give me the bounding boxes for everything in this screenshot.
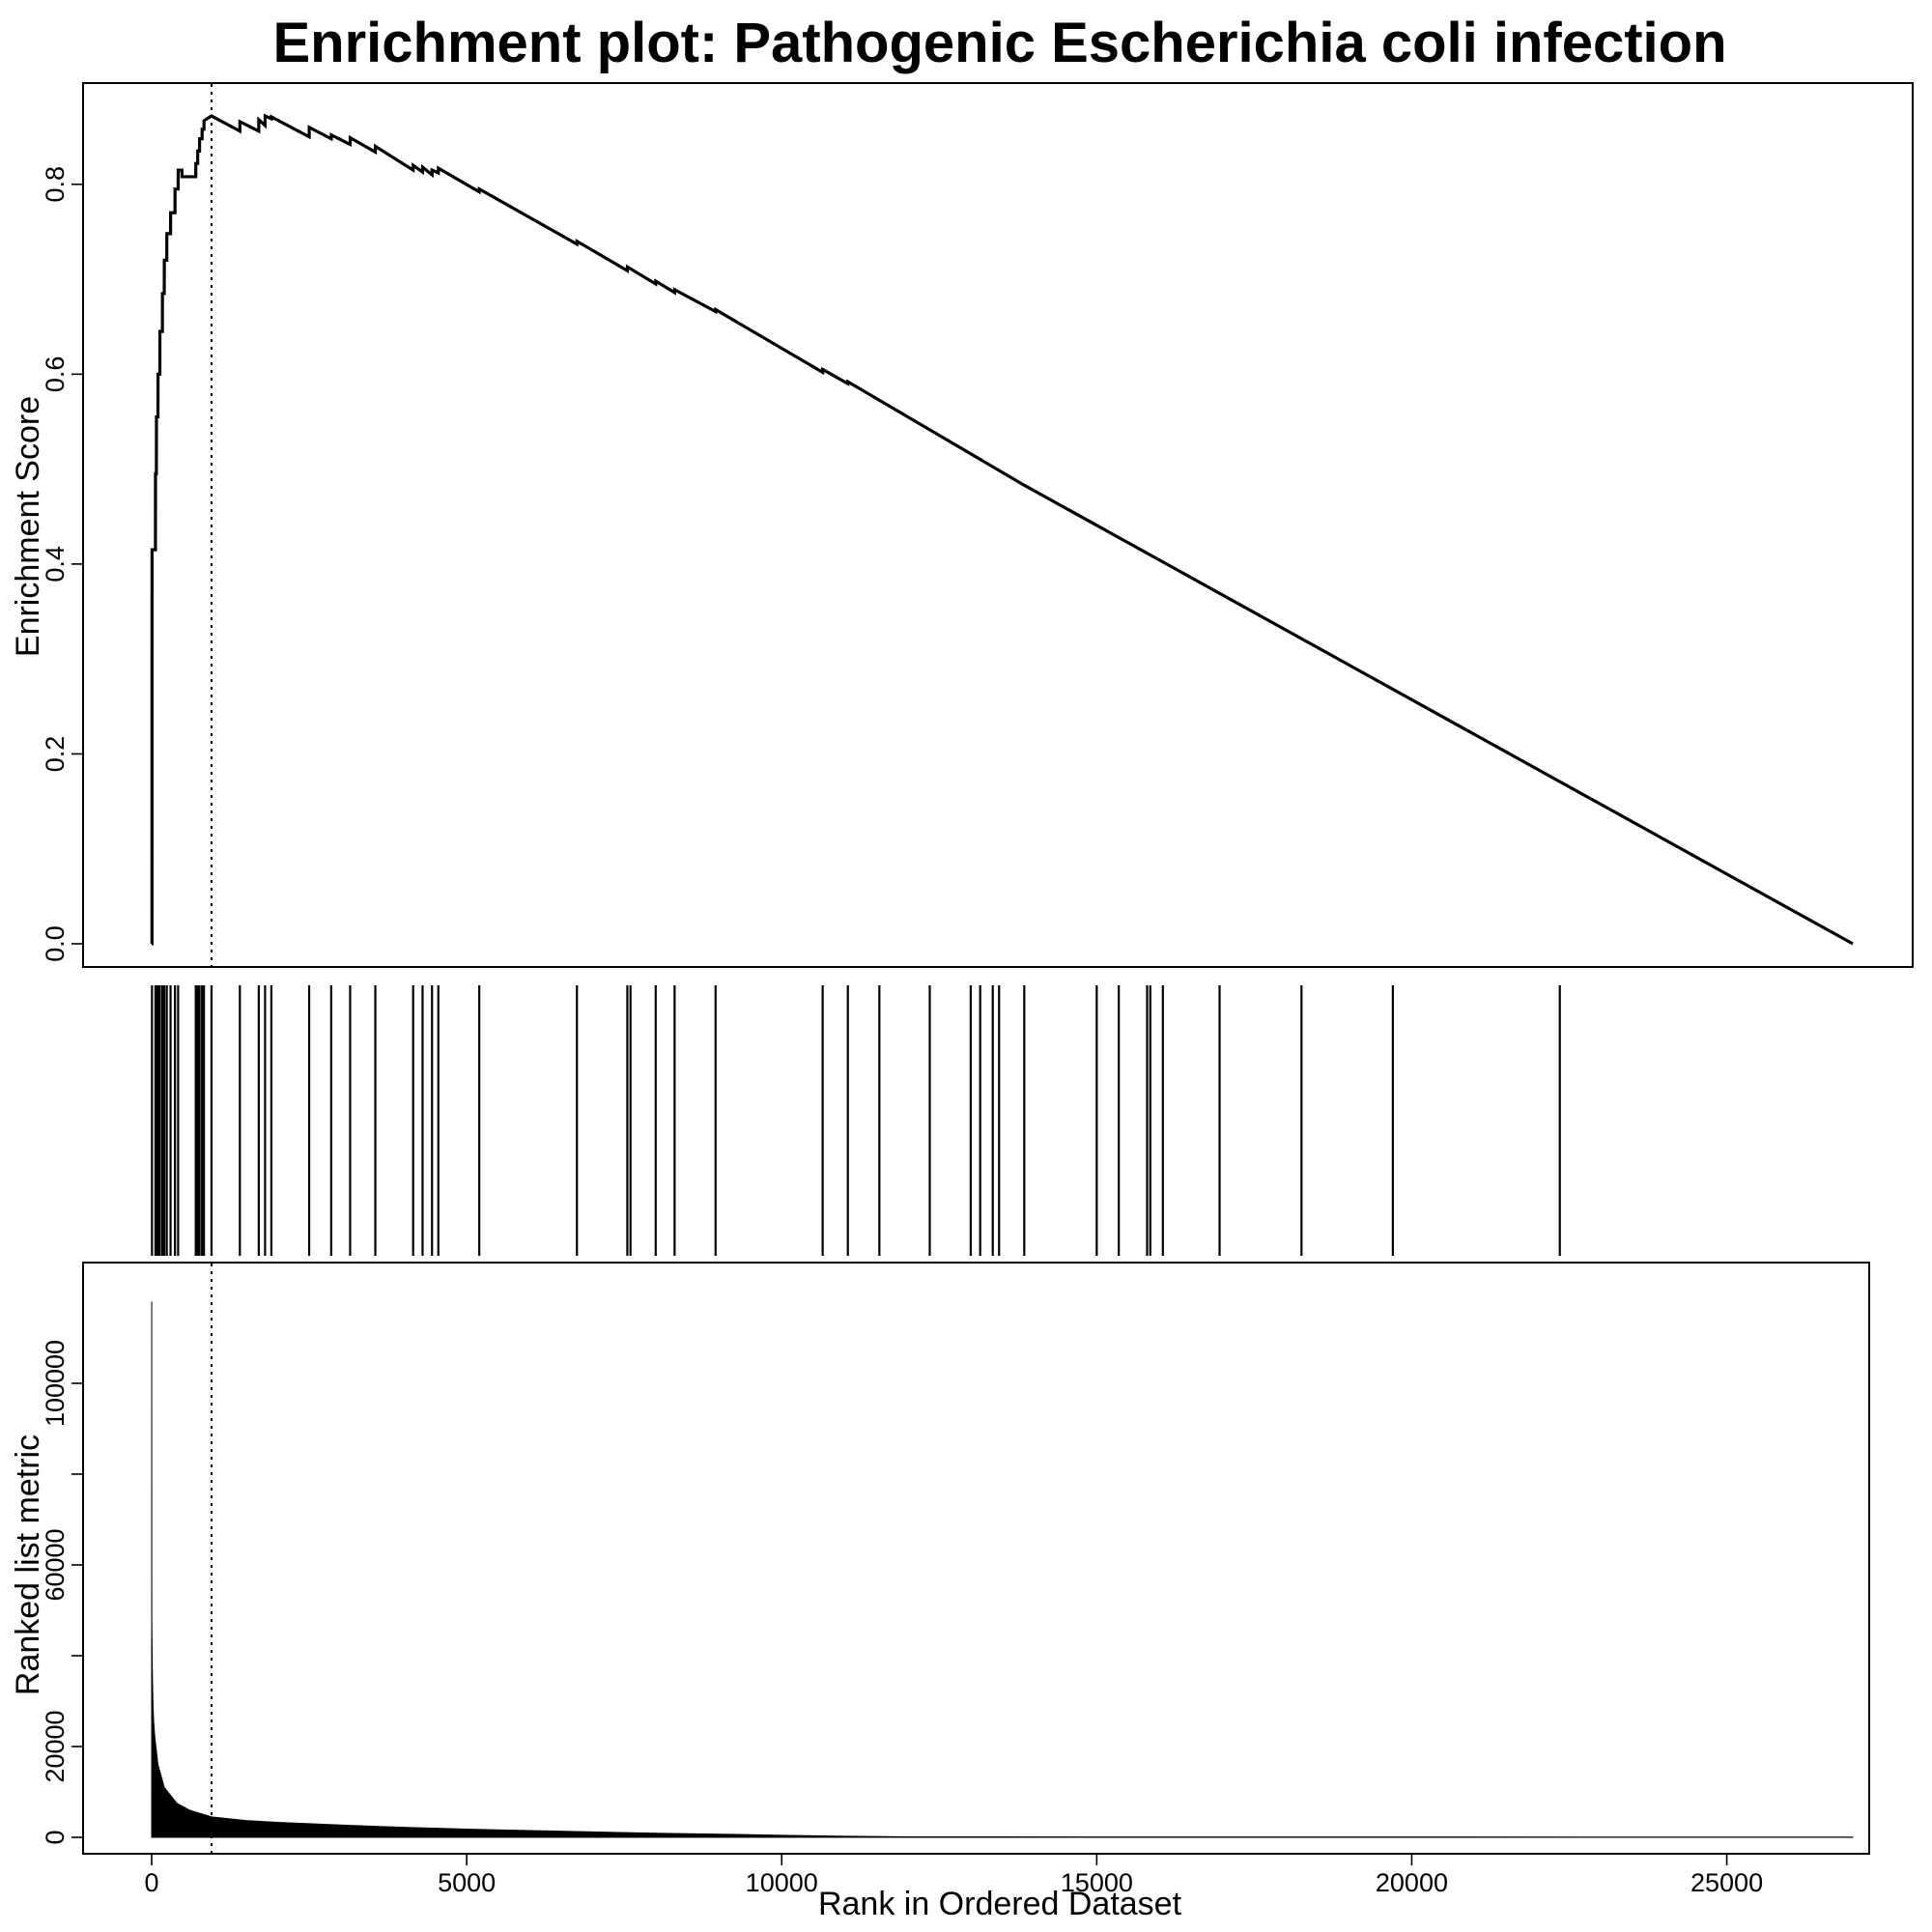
metric-y-axis: 0 20000 60000 100000	[41, 1340, 83, 1845]
x-tick-label: 0	[144, 1868, 158, 1897]
gene-hits-panel	[151, 985, 1561, 1256]
enrichment-y-tick-label: 0.4	[41, 546, 70, 582]
x-axis-label: Rank in Ordered Dataset	[818, 1886, 1182, 1922]
enrichment-y-tick-label: 0.6	[41, 356, 70, 393]
ranked-metric-panel: 0 20000 60000 100000 0 5000 10000 15000 20000 25…	[10, 1262, 1870, 1922]
metric-panel-frame	[82, 1262, 1870, 1855]
enrichment-score-curve	[150, 113, 1854, 946]
enrichment-score-panel: 0.0 0.2 0.4 0.6 0.8 Enrichment Score	[10, 82, 1914, 968]
x-tick-label: 25000	[1690, 1868, 1763, 1897]
enrichment-y-tick-label: 0.0	[41, 925, 70, 962]
enrichment-y-tick-label: 0.2	[41, 736, 70, 773]
enrichment-panel-frame	[82, 82, 1914, 968]
x-tick-label: 10000	[746, 1868, 818, 1897]
chart-title: Enrichment plot: Pathogenic Escherichia …	[272, 12, 1726, 74]
rank-x-axis: 0 5000 10000 15000 20000 25000	[144, 1854, 1763, 1897]
metric-y-tick-label: 60000	[41, 1528, 70, 1601]
enrichment-y-axis: 0.0 0.2 0.4 0.6 0.8	[41, 166, 83, 962]
x-tick-label: 5000	[438, 1868, 496, 1897]
metric-y-tick-label: 0	[41, 1830, 70, 1844]
ranked-metric-area	[151, 1301, 1854, 1838]
metric-y-tick-label: 100000	[41, 1340, 70, 1427]
metric-y-label: Ranked list metric	[10, 1435, 46, 1695]
x-tick-label: 15000	[1061, 1868, 1133, 1897]
enrichment-y-label: Enrichment Score	[10, 396, 46, 657]
x-tick-label: 20000	[1376, 1868, 1448, 1897]
metric-y-tick-label: 20000	[41, 1710, 70, 1782]
enrichment-y-tick-label: 0.8	[41, 166, 70, 203]
